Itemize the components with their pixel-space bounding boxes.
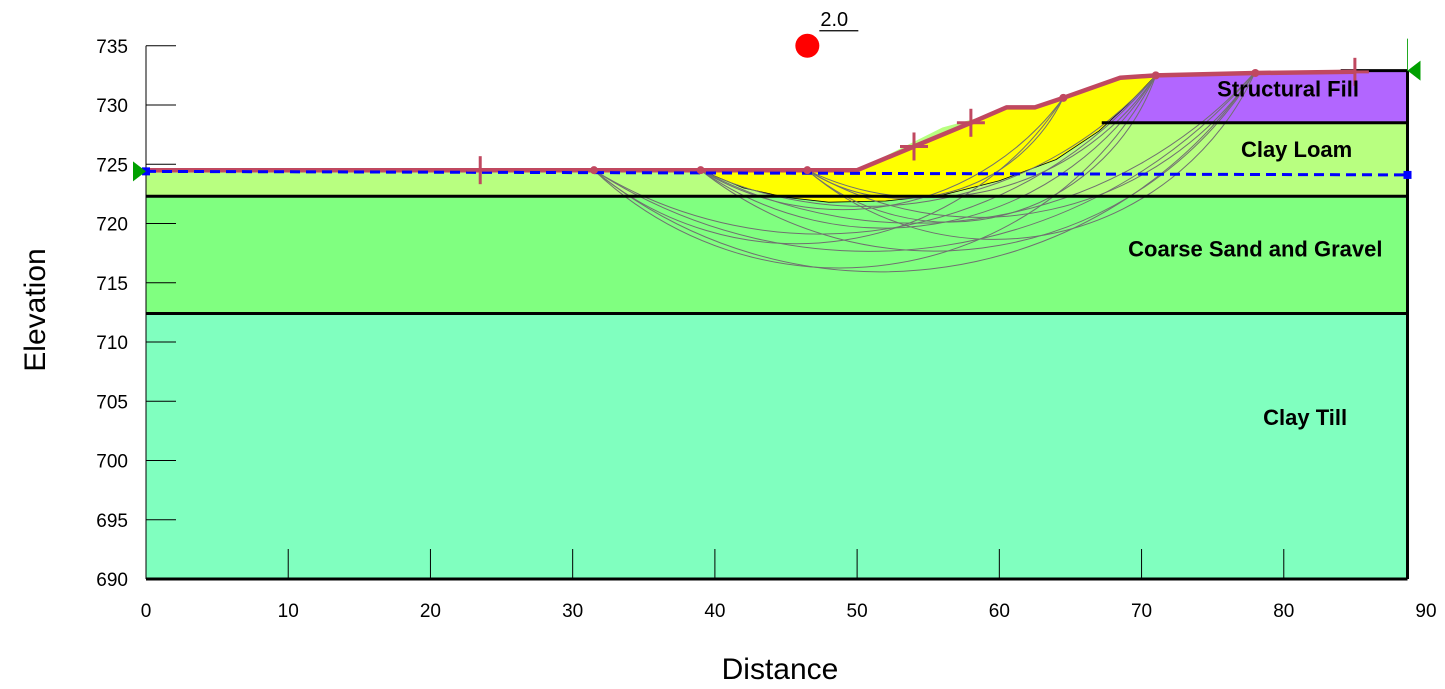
right-limit-triangle: [1407, 60, 1421, 81]
x-tick-label: 30: [562, 601, 583, 622]
surface-node: [1251, 69, 1260, 78]
x-tick-label: 70: [1131, 601, 1152, 622]
layer-label-structural-fill: Structural Fill: [1217, 77, 1359, 102]
x-axis: 0 10 20 30 40 50 60 70 80 90: [141, 549, 1437, 622]
trial-surface-11: [807, 75, 1157, 199]
trial-surface-4: [700, 71, 1256, 252]
layer-boundaries: [146, 121, 1408, 316]
layer-structural-fill: [1101, 70, 1408, 123]
factor-of-safety-label: 2.0: [820, 9, 848, 31]
layer-label-clay-till: Clay Till: [1263, 405, 1347, 430]
x-tick-label: 0: [141, 601, 152, 622]
trial-surface-3: [700, 75, 1157, 229]
water-table-line: [145, 169, 1408, 177]
trial-surface-1: [593, 75, 1157, 269]
surface-node: [803, 166, 812, 175]
x-tick-label: 80: [1273, 601, 1294, 622]
layer-label-coarse-sand-and-gravel: Coarse Sand and Gravel: [1128, 237, 1382, 262]
surface-node: [1059, 93, 1068, 102]
y-tick-label: 690: [96, 570, 128, 591]
trial-surface-14: [807, 71, 1256, 218]
surface-markers: [133, 57, 1421, 185]
layer-labels: Clay Till Coarse Sand and Gravel Clay Loam…: [1128, 77, 1382, 430]
trial-surface-12: [593, 75, 1157, 235]
y-tick-label: 715: [96, 274, 128, 295]
trial-surface-2: [593, 71, 1256, 273]
x-tick-label: 50: [847, 601, 868, 622]
y-tick-label: 695: [96, 511, 128, 532]
y-tick-label: 730: [96, 96, 128, 117]
surface-node: [590, 166, 598, 175]
critical-center-point: [795, 33, 820, 58]
critical-center: 2.0: [795, 9, 859, 58]
x-tick-label: 90: [1415, 601, 1436, 622]
water-table-point: [1403, 170, 1412, 179]
surface-node: [696, 166, 705, 175]
trial-surface-7: [806, 71, 1256, 240]
x-tick-label: 10: [278, 601, 299, 622]
y-tick-label: 700: [96, 452, 128, 473]
y-axis: 690 695 700 705 710 715 720 725 730 735: [96, 37, 176, 591]
x-tick-label: 60: [989, 601, 1010, 622]
y-tick-label: 725: [96, 155, 128, 176]
soil-layers: [146, 70, 1408, 579]
trial-surface-13: [700, 71, 1256, 224]
layer-label-clay-loam: Clay Loam: [1241, 137, 1352, 162]
y-tick-label: 735: [96, 37, 128, 58]
layer-coarse-sand-and-gravel: [146, 196, 1408, 314]
x-tick-label: 40: [704, 601, 725, 622]
left-limit-triangle: [133, 161, 146, 182]
y-tick-label: 705: [96, 392, 128, 413]
x-axis-title: Distance: [722, 653, 839, 686]
y-axis-title: Elevation: [19, 248, 52, 371]
trial-surface-15: [593, 71, 1256, 252]
trial-surface-8: [807, 97, 1064, 199]
trial-surface-9: [593, 97, 1064, 245]
surface-node: [1151, 71, 1160, 80]
trial-surface-10: [700, 75, 1157, 207]
layer-clay-till: [146, 313, 1408, 579]
x-tick-label: 20: [420, 601, 441, 622]
y-tick-label: 710: [96, 333, 128, 354]
y-tick-label: 720: [96, 215, 128, 236]
